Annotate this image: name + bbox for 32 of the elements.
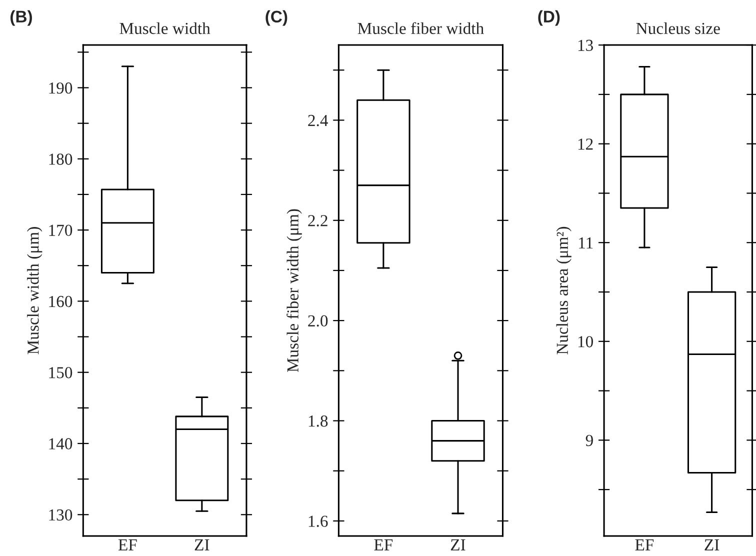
x-tick-label: ZI xyxy=(704,539,720,550)
x-tick-label: ZI xyxy=(194,539,210,550)
y-tick-label: 13 xyxy=(578,40,593,51)
chart-title: Muscle width xyxy=(120,22,210,34)
chart-title: Nucleus size xyxy=(636,22,720,34)
y-axis-title: Nucleus area (μm²) xyxy=(556,226,572,354)
y-tick-label: 9 xyxy=(586,434,593,446)
x-tick-label: EF xyxy=(374,539,393,550)
y-tick-label: 10 xyxy=(578,336,593,348)
y-tick-label: 1.6 xyxy=(308,516,328,527)
y-tick-label: 12 xyxy=(578,138,593,150)
y-axis-title: Muscle fiber width (μm) xyxy=(286,209,302,372)
text: (B) xyxy=(10,10,32,26)
y-tick-label: 11 xyxy=(579,237,593,248)
x-tick-label: EF xyxy=(635,539,654,550)
y-tick-label: 130 xyxy=(49,509,72,521)
x-tick-label: EF xyxy=(118,539,137,550)
y-tick-label: 170 xyxy=(49,224,72,236)
y-tick-label: 180 xyxy=(49,154,72,165)
x-tick-label: ZI xyxy=(450,539,466,550)
y-tick-label: 2.4 xyxy=(308,114,328,126)
y-tick-label: 2.0 xyxy=(308,315,328,327)
y-tick-label: 1.8 xyxy=(308,415,328,427)
y-axis-title: Muscle width (μm) xyxy=(27,227,42,354)
chart-title: Muscle fiber width xyxy=(358,22,484,34)
y-tick-label: 140 xyxy=(49,438,72,450)
y-tick-label: 190 xyxy=(49,82,72,94)
y-tick-label: 2.2 xyxy=(308,215,328,226)
text: (C) xyxy=(266,10,288,26)
text: (D) xyxy=(538,10,560,26)
y-tick-label: 160 xyxy=(49,296,72,308)
y-tick-label: 150 xyxy=(49,367,72,378)
